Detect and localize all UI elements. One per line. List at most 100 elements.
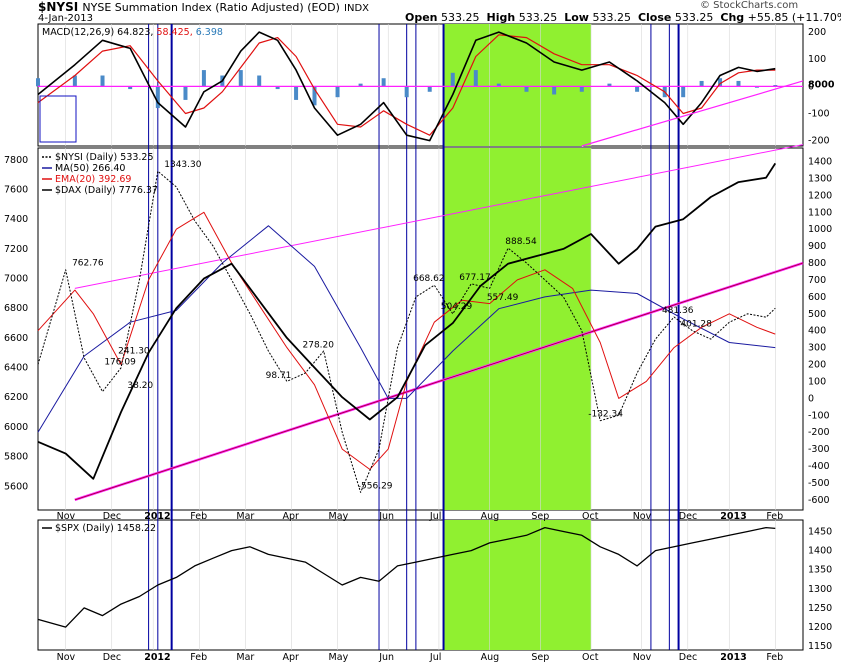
dax-line: [37, 162, 777, 480]
close-label: Close: [637, 11, 672, 24]
macd-histogram-bar: [773, 85, 778, 87]
nysi-annotation: -556.29: [358, 481, 393, 491]
macd-histogram-bar: [699, 80, 704, 87]
nysi-left-y-tick: 7200: [4, 244, 28, 255]
nysi-annotation: 668.62: [413, 274, 445, 284]
macd-histogram-bar: [335, 86, 340, 98]
macd-histogram-bar: [36, 78, 40, 87]
nysi-legend-entry: MA(50) 266.40: [55, 163, 125, 174]
nysi-left-y-tick: 5600: [4, 481, 28, 492]
nysi-annotation: 481.36: [662, 306, 694, 316]
macd-histogram-bar: [524, 86, 529, 92]
spx-x-tick: 2013: [720, 652, 746, 663]
nysi-right-y-tick: 800: [808, 258, 826, 269]
panel-frame-nysi: [37, 147, 804, 511]
nysi-left-y-tick: 7600: [4, 185, 28, 196]
nysi-annotation: 504.29: [441, 302, 473, 312]
nysi-right-y-tick: 1100: [808, 207, 832, 218]
nysi-annotation: 677.17: [459, 273, 491, 283]
highlight-region-spx: [443, 520, 592, 650]
macd-histogram-bar: [294, 86, 299, 100]
macd-histogram-bar: [473, 70, 478, 87]
nysi-right-y-tick: 1300: [808, 173, 832, 184]
nysi-right-y-tick: 700: [808, 275, 826, 286]
index-name: NYSE Summation Index (Ratio Adjusted) (E…: [82, 1, 340, 14]
spx-x-tick: Oct: [582, 652, 599, 663]
spx-x-tick: Apr: [282, 652, 299, 663]
macd-histogram-bar: [201, 70, 206, 87]
macd-histogram-bar: [257, 75, 262, 87]
copyright-credit: © StockCharts.com: [700, 0, 799, 11]
nysi-left-y-tick: 7400: [4, 214, 28, 225]
nysi-right-y-tick: -500: [808, 478, 830, 489]
nysi-x-tick: Feb: [190, 511, 207, 522]
nysi-x-tick: Nov: [57, 511, 76, 522]
chart-symbol: $NYSI NYSE Summation Index (Ratio Adjust…: [38, 0, 369, 14]
nysi-left-y-tick: 7000: [4, 274, 28, 285]
macd-hist-value: 6.398: [196, 27, 223, 38]
macd-histogram-bar: [100, 75, 105, 87]
spx-y-tick: 1200: [808, 622, 832, 633]
spx-x-tick: Jul: [429, 652, 441, 663]
nysi-right-y-tick: 1200: [808, 190, 832, 201]
spx-y-tick: 1150: [808, 641, 832, 652]
spx-y-tick: 1300: [808, 584, 832, 595]
macd-y-tick: -100: [808, 108, 830, 119]
macd-histogram-bar: [312, 86, 317, 106]
highlight-region-macd: [443, 24, 592, 146]
nysi-right-y-tick: 1400: [808, 157, 832, 168]
nysi-left-y-tick: 5800: [4, 452, 28, 463]
nysi-right-y-tick: 100: [808, 376, 826, 387]
nysi-right-y-tick: 400: [808, 326, 826, 337]
chg-value: +55.85 (+11.70%): [747, 11, 841, 24]
panel-frame-spx: [37, 519, 804, 651]
symbol-text: $NYSI: [38, 0, 79, 14]
spx-x-tick: Feb: [190, 652, 207, 663]
nysi-right-y-tick: -100: [808, 410, 830, 421]
spx-y-tick: 1400: [808, 546, 832, 557]
macd-histogram-bar: [275, 86, 280, 90]
nysi-right-y-tick: 300: [808, 343, 826, 354]
spx-x-tick: Nov: [633, 652, 652, 663]
spx-legend-entry: $SPX (Daily) 1458.22: [55, 523, 156, 534]
nysi-right-y-tick: -300: [808, 444, 830, 455]
macd-value: 64.823,: [117, 27, 156, 38]
macd-histogram-bar: [358, 83, 363, 87]
nysi-right-y-tick: 0: [808, 393, 814, 404]
nysi-annotation: 98.71: [266, 371, 292, 381]
macd-legend: MACD(12,26,9) 64.823, 58.425, 6.398: [42, 27, 223, 38]
nysi-left-y-tick: 6400: [4, 363, 28, 374]
nysi-x-tick: Apr: [282, 511, 299, 522]
macd-line: [37, 31, 776, 142]
macd-histogram-bar: [607, 83, 612, 87]
nysi-annotation: 762.76: [72, 258, 104, 268]
macd-histogram-bar: [496, 83, 501, 87]
trend-line-lower-inner: [74, 262, 804, 501]
open-value: 533.25: [441, 11, 480, 24]
nysi-right-y-tick: 500: [808, 309, 826, 320]
open-label: Open: [405, 11, 438, 24]
nysi-x-tick: Dec: [679, 511, 697, 522]
nysi-annotation: 176.09: [104, 358, 136, 368]
nysi-x-tick: Mar: [236, 511, 254, 522]
macd-histogram-bar: [128, 86, 133, 90]
spx-x-tick: Sep: [531, 652, 549, 663]
nysi-annotation: 1343.30: [164, 160, 201, 170]
nysi-annotation: 278.20: [303, 340, 335, 350]
nysi-x-tick: Jun: [378, 511, 394, 522]
high-label: High: [486, 11, 516, 24]
nysi-left-y-tick: 6200: [4, 392, 28, 403]
trend-line-upper: [74, 144, 804, 289]
low-value: 533.25: [592, 11, 631, 24]
macd-histogram-bar: [736, 80, 741, 87]
nysi-right-y-tick: 1000: [808, 224, 832, 235]
nysi-x-tick: 2013: [720, 511, 746, 522]
macd-histogram-bar: [754, 86, 759, 88]
macd-y-tick: -200: [808, 136, 830, 147]
macd-histogram-bar: [238, 70, 243, 87]
nysi-annotation: 401.28: [680, 320, 712, 330]
macd-histogram-bar: [718, 78, 723, 87]
high-value: 533.25: [518, 11, 558, 24]
spx-x-tick: Dec: [679, 652, 697, 663]
